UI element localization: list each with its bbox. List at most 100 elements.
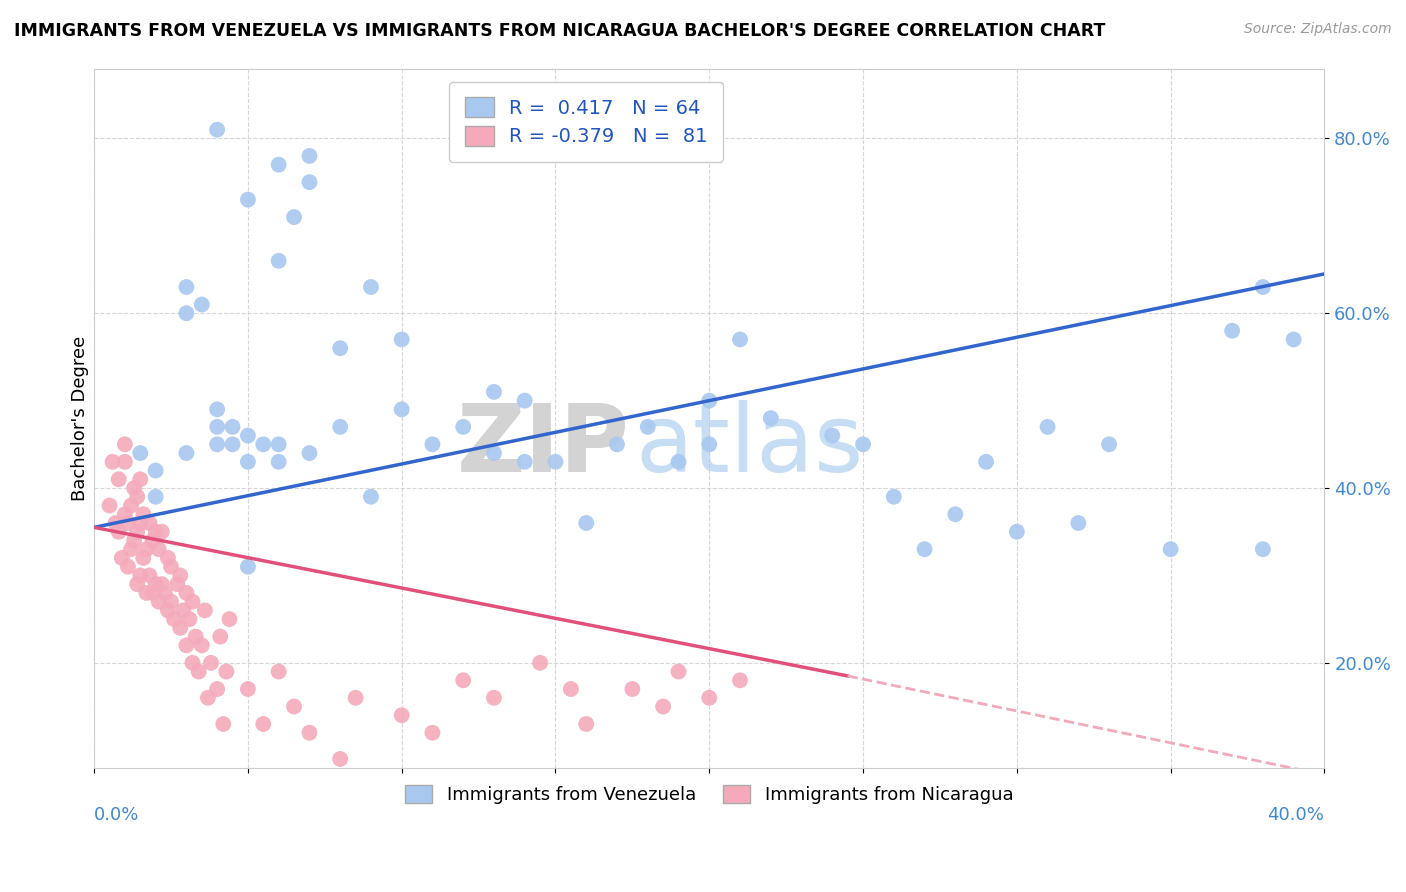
Point (267, 437, 290, 451)
Point (205, 681, 228, 696)
Point (129, 568, 152, 582)
Point (329, 420, 352, 434)
Point (1098, 437, 1121, 451)
Point (191, 638, 214, 652)
Point (575, 516, 598, 530)
Point (194, 603, 217, 617)
Point (172, 603, 194, 617)
Text: atlas: atlas (636, 401, 863, 492)
Point (759, 411, 782, 425)
Point (215, 665, 238, 679)
Point (187, 665, 209, 679)
Point (153, 586, 176, 600)
Point (668, 665, 690, 679)
Point (160, 559, 183, 574)
Point (391, 708, 413, 723)
Point (150, 524, 173, 539)
Point (135, 542, 157, 557)
Point (236, 193, 259, 207)
Point (298, 446, 321, 460)
Point (728, 333, 751, 347)
Point (179, 612, 201, 626)
Point (1067, 516, 1090, 530)
Point (697, 690, 720, 705)
Point (218, 612, 240, 626)
Point (176, 446, 198, 460)
Point (852, 437, 875, 451)
Point (943, 508, 966, 522)
Point (329, 752, 352, 766)
Point (267, 253, 290, 268)
Point (132, 551, 155, 566)
Point (283, 699, 305, 714)
Point (205, 122, 228, 136)
Point (184, 630, 207, 644)
Point (148, 594, 170, 608)
Point (1251, 542, 1274, 557)
Point (267, 158, 290, 172)
Point (129, 472, 152, 486)
Point (205, 437, 228, 451)
Point (127, 490, 149, 504)
Point (621, 681, 644, 696)
Point (529, 656, 551, 670)
Y-axis label: Bachelor's Degree: Bachelor's Degree (72, 335, 89, 500)
Point (668, 455, 690, 469)
Point (145, 464, 167, 478)
Point (107, 472, 129, 486)
Point (138, 516, 160, 530)
Point (132, 508, 155, 522)
Point (360, 490, 382, 504)
Text: 40.0%: 40.0% (1268, 806, 1324, 824)
Point (329, 341, 352, 355)
Point (200, 656, 222, 670)
Point (205, 420, 228, 434)
Point (974, 455, 997, 469)
Point (156, 603, 179, 617)
Point (120, 499, 142, 513)
Point (637, 420, 659, 434)
Point (236, 428, 259, 442)
Text: 0.0%: 0.0% (94, 806, 139, 824)
Point (482, 446, 505, 460)
Point (236, 559, 259, 574)
Point (697, 437, 720, 451)
Point (513, 455, 536, 469)
Point (156, 551, 179, 566)
Point (166, 577, 188, 591)
Text: Source: ZipAtlas.com: Source: ZipAtlas.com (1244, 22, 1392, 37)
Point (422, 725, 444, 739)
Point (145, 490, 167, 504)
Point (544, 455, 567, 469)
Point (1251, 280, 1274, 294)
Point (575, 717, 598, 731)
Point (135, 586, 157, 600)
Point (513, 393, 536, 408)
Point (209, 630, 232, 644)
Point (181, 656, 204, 670)
Legend: Immigrants from Venezuela, Immigrants from Nicaragua: Immigrants from Venezuela, Immigrants fr… (398, 777, 1021, 811)
Point (298, 149, 321, 163)
Point (560, 681, 582, 696)
Point (482, 690, 505, 705)
Point (101, 455, 124, 469)
Point (142, 586, 165, 600)
Point (176, 638, 198, 652)
Point (298, 725, 321, 739)
Point (482, 384, 505, 399)
Point (127, 577, 149, 591)
Point (127, 524, 149, 539)
Point (107, 524, 129, 539)
Point (1036, 420, 1059, 434)
Point (114, 508, 136, 522)
Text: IMMIGRANTS FROM VENEZUELA VS IMMIGRANTS FROM NICARAGUA BACHELOR'S DEGREE CORRELA: IMMIGRANTS FROM VENEZUELA VS IMMIGRANTS … (14, 22, 1105, 40)
Point (283, 210, 305, 224)
Point (606, 437, 628, 451)
Point (129, 516, 152, 530)
Point (138, 568, 160, 582)
Point (298, 175, 321, 189)
Point (114, 437, 136, 451)
Point (145, 524, 167, 539)
Point (697, 393, 720, 408)
Point (1160, 542, 1182, 557)
